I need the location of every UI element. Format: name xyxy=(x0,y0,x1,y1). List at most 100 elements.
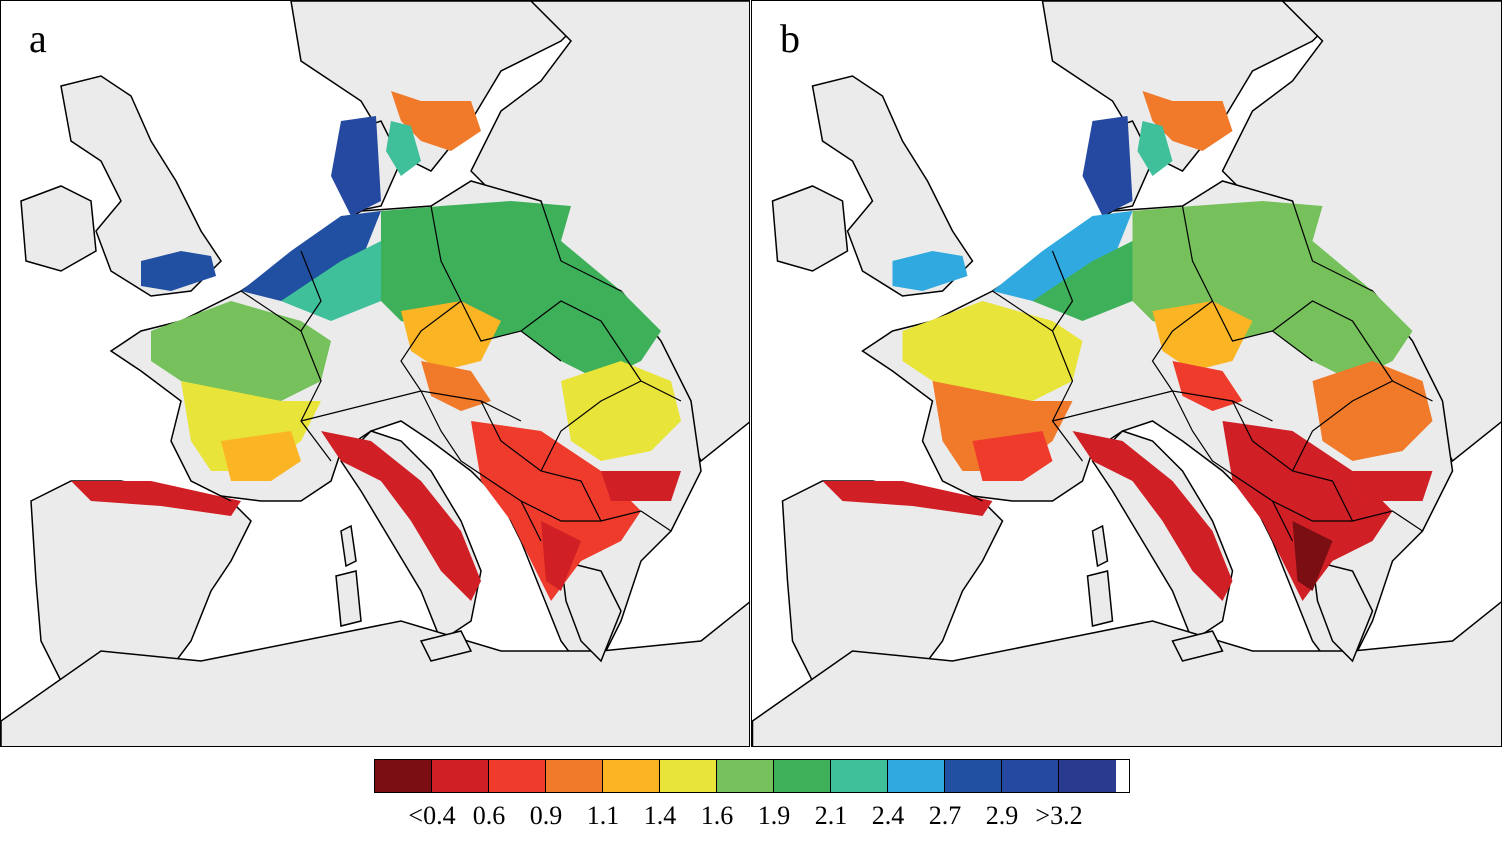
map-panel-a: a xyxy=(0,0,750,747)
colorbar-swatch xyxy=(375,760,432,792)
data-region xyxy=(386,121,421,176)
country-border xyxy=(420,390,542,542)
land-shape xyxy=(1091,430,1234,643)
data-region xyxy=(601,471,681,501)
data-region xyxy=(1137,121,1173,176)
colorbar-legend: <0.4 0.6 0.9 1.1 1.4 1.6 1.9 2.1 2.4 2.7 2.9 >3.2 xyxy=(374,759,1130,833)
data-region xyxy=(221,431,301,481)
data-layer-b xyxy=(822,91,1433,601)
colorbar-swatch xyxy=(945,760,1002,792)
data-region xyxy=(541,521,581,591)
panel-label-b: b xyxy=(780,16,800,61)
country-border xyxy=(1181,205,1313,362)
data-region xyxy=(331,116,381,216)
country-border xyxy=(1151,300,1273,422)
data-region xyxy=(401,301,501,371)
colorbar-tick-label: 1.6 xyxy=(700,801,734,830)
country-border xyxy=(430,205,562,362)
colorbar-tick-label: 2.9 xyxy=(985,801,1019,830)
land-shape xyxy=(811,75,974,297)
data-region xyxy=(992,211,1133,301)
land-shape xyxy=(419,630,473,662)
data-layer-a xyxy=(71,91,681,601)
data-region xyxy=(972,431,1053,481)
colorbar xyxy=(374,759,1130,793)
map-svg-a xyxy=(1,1,749,746)
colorbar-swatch xyxy=(546,760,603,792)
colorbar-swatch xyxy=(660,760,717,792)
land-shape xyxy=(752,601,1501,746)
land-shape xyxy=(60,75,222,297)
data-region xyxy=(1292,521,1333,591)
data-region xyxy=(1032,241,1163,321)
country-border xyxy=(1272,500,1353,522)
data-region xyxy=(1082,116,1133,216)
colorbar-tick-label: 1.1 xyxy=(586,801,620,830)
colorbar-tick-label: 2.7 xyxy=(928,801,962,830)
land-shape xyxy=(560,560,622,663)
country-border xyxy=(1291,380,1433,472)
country-border xyxy=(190,480,232,502)
colorbar-swatch xyxy=(717,760,774,792)
data-region xyxy=(1132,201,1413,381)
country-border xyxy=(540,380,682,472)
data-region xyxy=(421,361,491,411)
data-region xyxy=(391,91,481,151)
data-region xyxy=(141,251,216,291)
data-region xyxy=(1172,361,1243,411)
country-border xyxy=(1272,300,1393,382)
land-shape xyxy=(1086,570,1114,627)
data-region xyxy=(281,241,411,321)
colorbar-swatch xyxy=(1002,760,1059,792)
data-region xyxy=(892,251,968,291)
country-border xyxy=(540,200,622,292)
land-shape xyxy=(1311,560,1374,663)
data-region xyxy=(1222,421,1393,601)
country-border xyxy=(600,510,672,532)
country-border xyxy=(942,480,983,502)
data-region xyxy=(1152,301,1253,371)
country-border xyxy=(1052,390,1173,422)
panel-label-a: a xyxy=(29,16,47,61)
country-border xyxy=(300,250,322,332)
country-border xyxy=(1352,510,1423,532)
country-border xyxy=(300,390,422,422)
colorbar-tick-labels: <0.4 0.6 0.9 1.1 1.4 1.6 1.9 2.1 2.4 2.7 2.9 >3.2 xyxy=(374,793,1130,833)
land-shape xyxy=(20,185,97,272)
land-shape xyxy=(1,601,749,746)
colorbar-swatch xyxy=(1059,760,1116,792)
borders-a xyxy=(190,200,682,542)
data-region xyxy=(381,201,661,381)
land-shape xyxy=(771,185,849,272)
country-border xyxy=(1051,250,1074,332)
data-region xyxy=(822,481,993,516)
colorbar-swatch xyxy=(888,760,945,792)
country-border xyxy=(520,300,642,382)
data-region xyxy=(1142,91,1233,151)
colorbar-swatch xyxy=(603,760,660,792)
data-region xyxy=(321,431,481,601)
colorbar-swatch xyxy=(489,760,546,792)
colorbar-tick-label: >3.2 xyxy=(1035,801,1083,830)
country-border xyxy=(520,500,601,522)
land-shape xyxy=(340,524,357,568)
colorbar-tick-label: <0.4 xyxy=(408,801,456,830)
colorbar-swatch xyxy=(831,760,888,792)
land-shape xyxy=(1171,630,1224,662)
land-shape xyxy=(335,570,362,627)
colorbar-swatch xyxy=(432,760,489,792)
land-shape xyxy=(340,430,482,643)
data-region xyxy=(241,211,381,301)
country-border xyxy=(992,290,1083,462)
map-panel-b: b xyxy=(751,0,1502,747)
map-svg-b xyxy=(752,1,1501,746)
borders-b xyxy=(942,200,1433,542)
data-region xyxy=(71,481,241,516)
data-region xyxy=(471,421,641,601)
country-border xyxy=(1291,200,1373,292)
colorbar-tick-label: 2.1 xyxy=(814,801,848,830)
country-border xyxy=(240,290,332,462)
country-border xyxy=(1171,390,1294,542)
colorbar-tick-label: 1.9 xyxy=(757,801,791,830)
land-shape xyxy=(1091,524,1109,568)
